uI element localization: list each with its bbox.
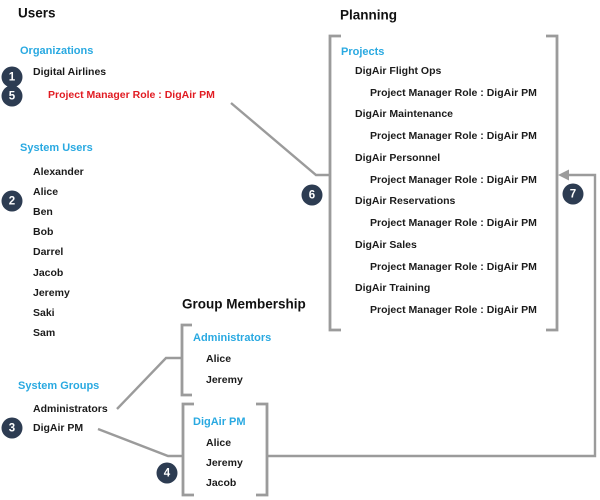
organizations-heading: Organizations — [20, 45, 94, 57]
membership-digairpm-heading: DigAir PM — [193, 416, 246, 428]
project-name: DigAir Maintenance — [355, 108, 454, 121]
project-name: DigAir Flight Ops — [355, 64, 442, 77]
connector-admins-to-group — [116, 356, 182, 410]
member-item: Jacob — [206, 476, 237, 489]
group-membership-section-title: Group Membership — [182, 296, 306, 312]
member-item: Alice — [206, 437, 232, 450]
project-name: DigAir Reservations — [355, 195, 456, 208]
project-role-line: Project Manager Role : DigAir PM — [370, 130, 537, 143]
projects-bracket-right — [546, 34, 559, 332]
step-marker-3: 3 — [1, 417, 23, 439]
organization-name: Digital Airlines — [33, 66, 107, 78]
member-item: Jeremy — [206, 373, 243, 386]
member-item: Jeremy — [206, 456, 243, 469]
user-item: Jacob — [33, 266, 64, 279]
step-marker-7: 7 — [562, 183, 584, 205]
project-role-line: Project Manager Role : DigAir PM — [370, 86, 537, 99]
user-item: Ben — [33, 206, 53, 219]
projects-bracket-left — [328, 34, 341, 332]
project-role-line: Project Manager Role : DigAir PM — [370, 173, 537, 186]
connector-group-to-projects — [268, 173, 597, 458]
digairpm-group-bracket-left — [181, 402, 194, 497]
arrow-left-icon — [558, 169, 569, 181]
project-role-line: Project Manager Role : DigAir PM — [370, 304, 537, 317]
project-name: DigAir Training — [355, 282, 431, 295]
digairpm-group-bracket-right — [256, 402, 269, 497]
project-name: DigAir Sales — [355, 238, 417, 251]
member-item: Alice — [206, 353, 232, 366]
project-role-line: Project Manager Role : DigAir PM — [370, 260, 537, 273]
step-marker-5: 5 — [1, 85, 23, 107]
system-groups-heading: System Groups — [18, 380, 100, 392]
admins-group-bracket-left — [180, 323, 192, 397]
membership-admins-heading: Administrators — [193, 332, 272, 344]
user-item: Sam — [33, 326, 56, 339]
group-item: DigAir PM — [33, 422, 84, 434]
step-marker-2: 2 — [1, 190, 23, 212]
user-item: Darrel — [33, 246, 64, 259]
projects-heading: Projects — [341, 46, 385, 58]
user-item: Saki — [33, 306, 55, 319]
step-marker-6: 6 — [301, 184, 323, 206]
users-section-title: Users — [18, 5, 56, 21]
project-role-line: Project Manager Role : DigAir PM — [370, 217, 537, 230]
connector-digairpm-to-group — [97, 427, 182, 458]
membership-admins-list: Alice Jeremy — [206, 349, 243, 390]
user-item: Alexander — [33, 166, 84, 179]
user-item: Jeremy — [33, 286, 70, 299]
planning-section-title: Planning — [340, 7, 397, 23]
project-name: DigAir Personnel — [355, 151, 441, 164]
step-marker-1: 1 — [1, 66, 23, 88]
membership-digairpm-list: Alice Jeremy Jacob — [206, 434, 243, 493]
user-item: Bob — [33, 226, 54, 239]
user-item: Alice — [33, 186, 59, 199]
step-marker-4: 4 — [156, 462, 178, 484]
projects-list: DigAir Flight Ops Project Manager Role :… — [330, 60, 537, 321]
system-users-heading: System Users — [20, 142, 93, 154]
organization-role-line: Project Manager Role : DigAir PM — [48, 89, 215, 101]
connector-role-to-projects — [230, 102, 330, 177]
system-groups-list: Administrators DigAir PM — [33, 400, 108, 438]
system-users-list: Alexander Alice Ben Bob Darrel Jacob Jer… — [33, 162, 84, 343]
group-item: Administrators — [33, 403, 108, 415]
